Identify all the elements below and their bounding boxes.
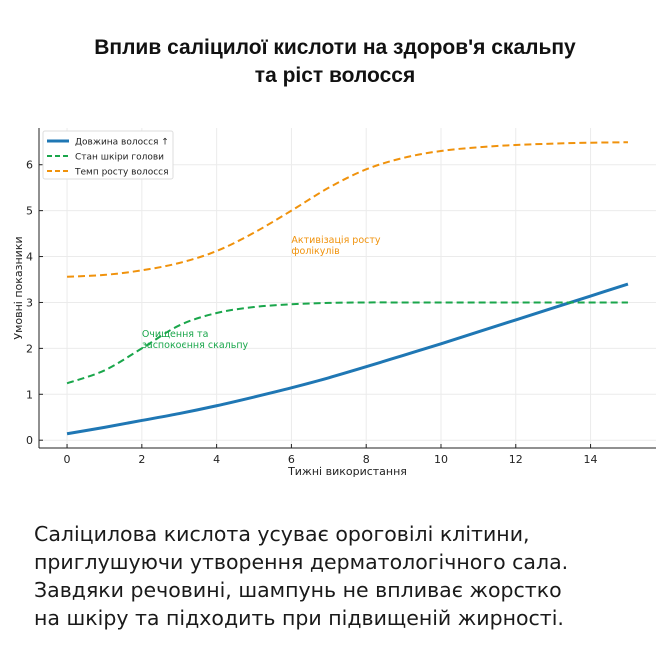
series-line-2 [66,141,628,278]
y-tick-label: 2 [26,342,33,355]
caption-line: Саліцилова кислота усуває ороговілі кліт… [34,522,530,546]
x-tick-label: 2 [138,453,145,466]
page-title: Вплив саліцилої кислоти на здоров'я скал… [0,34,670,90]
annotation-text: фолікулів [291,246,340,257]
annotation-text: Очищення та [142,329,209,340]
y-tick-label: 4 [26,251,33,264]
legend-label: Темп росту волосся [74,168,169,178]
x-tick-label: 8 [363,453,370,466]
y-tick-label: 6 [26,159,33,172]
y-tick-label: 3 [26,296,33,309]
caption-line: Завдяки речовині, шампунь не впливає жор… [34,578,562,602]
series-line-0 [66,282,629,436]
x-tick-label: 12 [509,453,523,466]
y-tick-label: 1 [26,388,33,401]
x-axis-label: Тижні використання [287,465,407,478]
caption-line: приглушуючи утворення дерматологічного с… [34,550,569,574]
legend-box [42,130,174,180]
x-tick-label: 10 [434,453,448,466]
y-tick-label: 0 [26,434,33,447]
title-line: Вплив саліцилої кислоти на здоров'я скал… [94,36,576,59]
legend-label: Довжина волосся ↑ [75,138,169,148]
title-line: та ріст волосся [254,64,416,87]
annotation-text: заспокоєння скальпу [142,340,249,351]
x-tick-label: 4 [213,453,220,466]
x-tick-label: 6 [288,453,295,466]
y-tick-label: 5 [26,205,33,218]
legend-label: Стан шкіри голови [75,153,164,163]
y-axis-label: Умовні показники [12,236,25,339]
caption-line: на шкіру та підходить при підвищеній жир… [34,606,564,630]
caption: Саліцилова кислота усуває ороговілі кліт… [34,520,654,632]
series-line-1 [66,301,628,385]
x-tick-label: 0 [64,453,71,466]
x-tick-label: 14 [584,453,598,466]
annotation-text: Активізація росту [291,235,380,246]
